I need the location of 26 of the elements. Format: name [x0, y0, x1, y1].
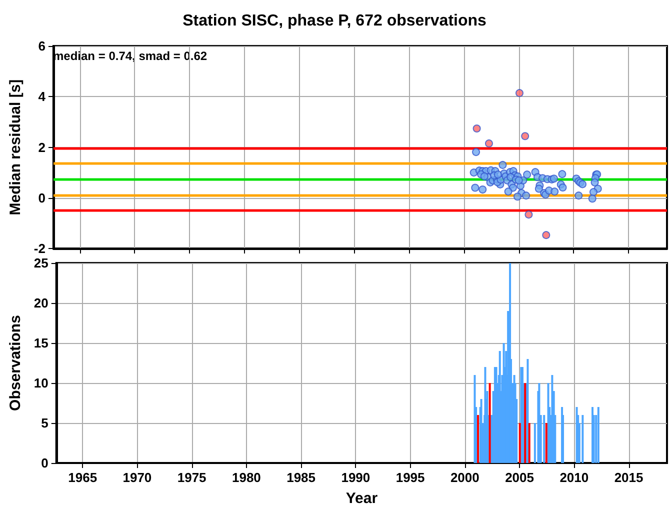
x-tick-label: 1975 [177, 470, 206, 485]
x-tick-label: 2000 [450, 470, 480, 485]
y-tick-label: 0 [41, 456, 48, 470]
x-tick-label: 2005 [505, 470, 534, 485]
y-tick-label: 6 [38, 38, 46, 54]
x-tick-label: 1990 [341, 470, 370, 485]
x-tick-label: 1995 [396, 470, 425, 485]
y-tick-label: -2 [34, 241, 46, 256]
y-tick-label: 20 [34, 296, 48, 310]
x-tick-label: 1965 [68, 470, 98, 485]
y-tick-label: 15 [34, 336, 48, 350]
chart-title: Station SISC, phase P, 672 observations [182, 12, 487, 30]
x-tick-label: 2015 [614, 470, 644, 485]
y-tick-label: 10 [34, 376, 48, 390]
x-axis-title: Year [346, 490, 378, 507]
y-axis-title: Observations [7, 315, 24, 411]
y-tick-label: 25 [34, 256, 48, 270]
y-tick-label: 2 [38, 140, 46, 155]
y-tick-label: 5 [41, 416, 48, 430]
x-tick-label: 1970 [122, 470, 152, 485]
y-tick-label: 4 [38, 89, 46, 104]
x-tick-label: 1985 [286, 470, 316, 485]
x-tick-label: 1980 [232, 470, 261, 485]
y-tick-label: 0 [38, 190, 46, 206]
y-axis-title: Median residual [s] [7, 79, 24, 216]
x-tick-label: 2010 [560, 470, 589, 485]
